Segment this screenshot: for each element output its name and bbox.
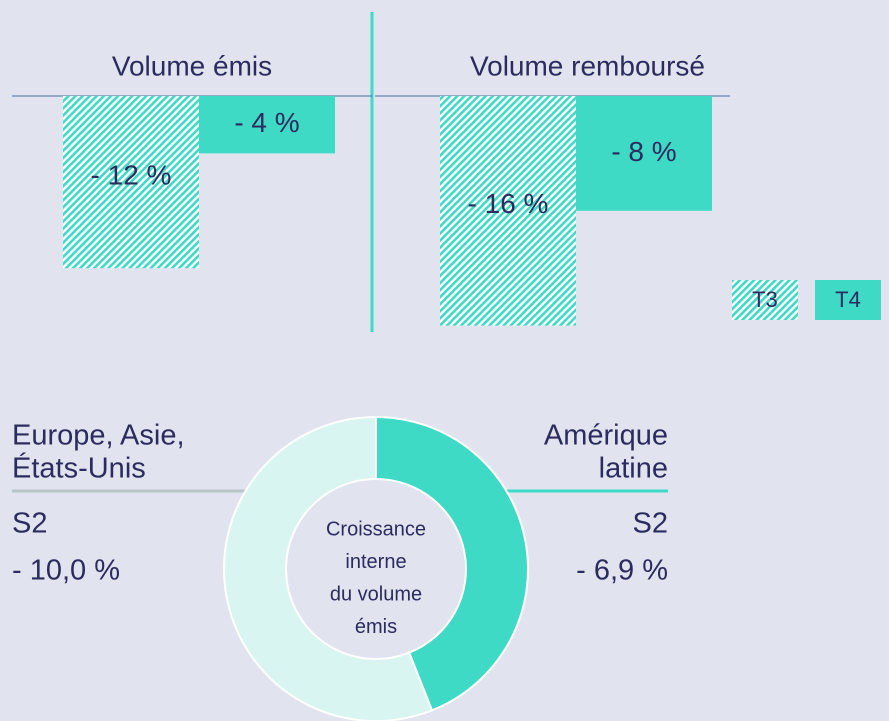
value-label: - 4 % xyxy=(234,107,299,138)
group-title: Volume émis xyxy=(112,50,272,81)
donut-segment xyxy=(223,415,434,721)
center-text: interne xyxy=(345,551,406,573)
group-title: Volume remboursé xyxy=(470,50,705,81)
region-name: Amérique xyxy=(544,420,668,452)
value-label: - 12 % xyxy=(91,159,172,190)
period: S2 xyxy=(12,508,47,540)
legend-label: T4 xyxy=(835,287,861,312)
period: S2 xyxy=(633,508,668,540)
bar xyxy=(199,96,335,154)
legend-label: T3 xyxy=(752,287,778,312)
growth: - 6,9 % xyxy=(576,555,668,587)
legend-swatch xyxy=(815,280,881,320)
donut-segment xyxy=(375,415,529,712)
center-text: Croissance xyxy=(326,518,426,540)
region-name: États-Unis xyxy=(12,452,146,485)
value-label: - 16 % xyxy=(468,188,549,219)
center-text: du volume xyxy=(330,583,422,605)
bar xyxy=(576,96,712,211)
legend-swatch xyxy=(732,280,798,320)
value-label: - 8 % xyxy=(611,136,676,167)
bar xyxy=(440,96,576,326)
bar xyxy=(63,96,199,269)
region-name: latine xyxy=(599,453,668,485)
growth: - 10,0 % xyxy=(12,555,120,587)
region-name: Europe, Asie, xyxy=(12,420,185,452)
center-text: émis xyxy=(355,616,397,638)
